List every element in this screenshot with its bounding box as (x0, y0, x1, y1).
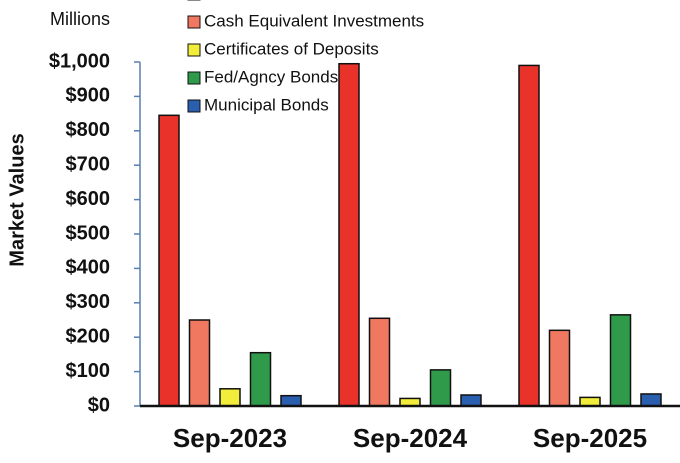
legend-label: Certificates of Deposits (204, 39, 379, 58)
x-tick-label: Sep-2024 (353, 423, 468, 453)
bar (249, 351, 272, 407)
y-tick-label: $1,000 (49, 50, 110, 72)
legend-label: Cash Equivalent Investments (204, 11, 424, 30)
bar (280, 394, 302, 407)
legend-swatch (187, 15, 201, 29)
legend-swatch (187, 71, 201, 85)
legend-label: Fed/Agncy Bonds (204, 67, 338, 86)
bar (609, 314, 632, 407)
legend-label: PFIA Investment Pools (204, 0, 376, 2)
bar (518, 64, 540, 407)
y-axis-label: Market Values (6, 133, 28, 266)
x-tick-label: Sep-2023 (173, 423, 287, 453)
bar (579, 396, 601, 407)
y-tick-label: $200 (66, 325, 111, 347)
legend-label: Municipal Bonds (204, 95, 329, 114)
bar (548, 329, 571, 407)
y-tick-label: $400 (66, 257, 111, 279)
bar (460, 394, 482, 407)
legend-swatch (187, 99, 201, 113)
y-tick-label: $600 (66, 188, 111, 210)
legend-swatch (187, 43, 201, 57)
bar (640, 393, 662, 407)
bar (368, 317, 391, 407)
x-tick-label: Sep-2025 (533, 423, 647, 453)
bar (158, 114, 180, 407)
bar (429, 369, 452, 407)
bar (219, 388, 241, 407)
y-tick-label: $100 (66, 360, 111, 382)
y-tick-label: $800 (66, 119, 111, 141)
y-tick-label: $500 (66, 222, 111, 244)
bar (338, 62, 360, 407)
y-tick-label: $0 (88, 394, 110, 416)
y-tick-label: $300 (66, 291, 111, 313)
unit-label: Millions (50, 9, 110, 29)
bar (188, 319, 211, 407)
y-tick-label: $700 (66, 153, 111, 175)
y-tick-label: $900 (66, 85, 111, 107)
